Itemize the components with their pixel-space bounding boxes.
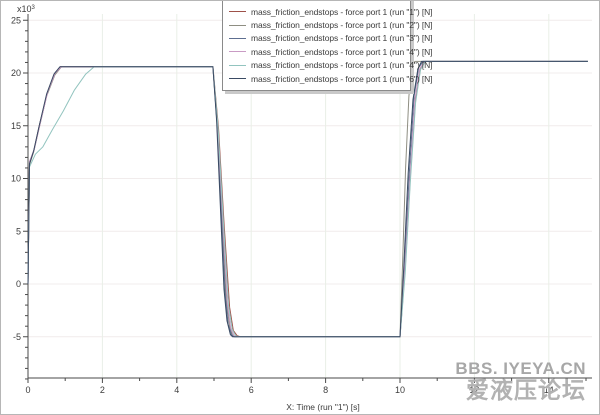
legend-item-label: mass_friction_endstops - force port 1 (r… — [251, 60, 433, 71]
y-tick-label: 15 — [11, 121, 21, 131]
y-tick-label: 10 — [11, 174, 21, 184]
x-tick-label: 0 — [25, 385, 30, 395]
y-tick-label: 5 — [16, 226, 21, 236]
y-tick-label: 0 — [16, 279, 21, 289]
y-tick-label: -5 — [13, 332, 21, 342]
y-tick-label: 20 — [11, 68, 21, 78]
x-tick-label: 12 — [469, 385, 479, 395]
legend[interactable]: mass_friction_endstops - force port 1 (r… — [222, 1, 433, 92]
series-line-5 — [27, 60, 588, 338]
legend-item[interactable]: mass_friction_endstops - force port 1 (r… — [229, 59, 433, 72]
legend-item[interactable]: mass_friction_endstops - force port 1 (r… — [229, 45, 433, 58]
x-tick-label: 6 — [249, 385, 254, 395]
series-line-6 — [27, 60, 588, 338]
legend-item[interactable]: mass_friction_endstops - force port 1 (r… — [229, 18, 433, 31]
legend-item-label: mass_friction_endstops - force port 1 (r… — [251, 73, 433, 84]
legend-line-swatch — [229, 64, 246, 66]
legend-line-swatch — [229, 11, 246, 13]
axis-labels: -5 0 5 10 15 20 25 0 2 4 6 8 10 12 14 x103 X: Time (run … — [11, 4, 554, 412]
x-tick-label: 10 — [395, 385, 405, 395]
legend-line-swatch — [229, 51, 246, 53]
x-tick-label: 14 — [544, 385, 554, 395]
legend-item-label: mass_friction_endstops - force port 1 (r… — [251, 33, 433, 44]
legend-item-label: mass_friction_endstops - force port 1 (r… — [251, 20, 433, 31]
legend-item[interactable]: mass_friction_endstops - force port 1 (r… — [229, 72, 433, 85]
y-axis-multiplier: x103 — [17, 4, 36, 14]
x-tick-label: 2 — [100, 385, 105, 395]
y-tick-label: 25 — [11, 15, 21, 25]
series-lines — [27, 60, 588, 338]
axes — [23, 14, 592, 383]
legend-line-swatch — [229, 78, 246, 80]
x-tick-label: 8 — [323, 385, 328, 395]
legend-item[interactable]: mass_friction_endstops - force port 1 (r… — [229, 32, 433, 45]
x-tick-label: 4 — [174, 385, 179, 395]
x-axis-title: X: Time (run "1") [s] — [286, 402, 360, 412]
legend-item[interactable]: mass_friction_endstops - force port 1 (r… — [229, 5, 433, 18]
legend-item-label: mass_friction_endstops - force port 1 (r… — [251, 6, 433, 17]
legend-line-swatch — [229, 37, 246, 39]
legend-line-swatch — [229, 24, 246, 26]
legend-item-label: mass_friction_endstops - force port 1 (r… — [251, 46, 433, 57]
